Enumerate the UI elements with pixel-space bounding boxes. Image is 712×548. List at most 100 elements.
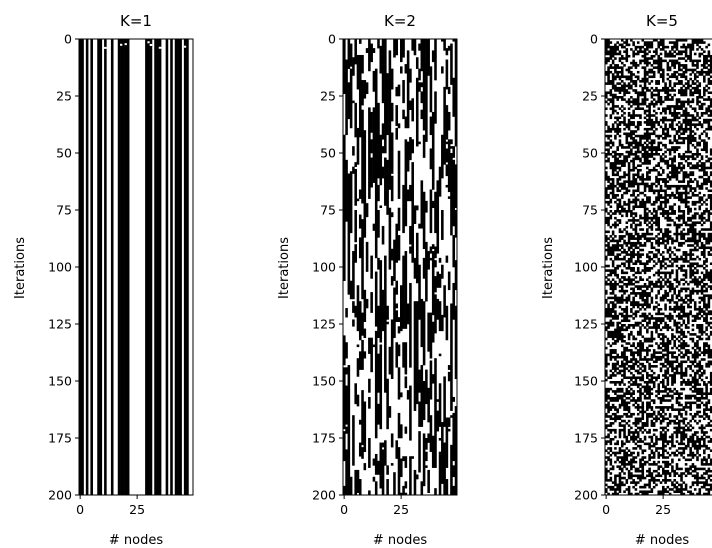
heatmap-cell bbox=[693, 221, 697, 227]
heatmap-cell bbox=[673, 319, 676, 327]
heatmap-cell bbox=[625, 132, 629, 145]
heatmap-cell bbox=[655, 80, 658, 85]
heatmap-cell bbox=[687, 401, 690, 405]
heatmap-cell bbox=[648, 184, 651, 193]
heatmap-cell bbox=[652, 98, 656, 101]
heatmap-cell bbox=[650, 399, 654, 402]
heatmap-cell bbox=[684, 463, 688, 466]
heatmap-cell bbox=[404, 116, 408, 129]
heatmap-cell bbox=[657, 472, 661, 478]
heatmap-cell bbox=[652, 360, 656, 364]
heatmap-cell bbox=[700, 358, 704, 361]
heatmap-cell bbox=[693, 419, 697, 423]
heatmap-cell bbox=[680, 392, 683, 395]
heatmap-cell bbox=[632, 431, 635, 443]
heatmap-column bbox=[147, 39, 150, 495]
heatmap-cell bbox=[618, 296, 622, 304]
heatmap-cell bbox=[639, 308, 642, 311]
heatmap-cell bbox=[659, 228, 663, 234]
heatmap-cell bbox=[691, 481, 695, 487]
heatmap-cell bbox=[666, 278, 670, 284]
heatmap-cell bbox=[657, 410, 661, 416]
heatmap-cell bbox=[646, 98, 649, 101]
heatmap-cell bbox=[668, 406, 672, 409]
heatmap-cell bbox=[618, 235, 622, 243]
heatmap-cell bbox=[618, 121, 622, 126]
heatmap-cell bbox=[705, 45, 708, 49]
heatmap-cell bbox=[650, 344, 654, 348]
heatmap-cell bbox=[650, 412, 654, 418]
heatmap-cell bbox=[664, 59, 667, 63]
heatmap-cell bbox=[397, 150, 401, 199]
heatmap-cell bbox=[680, 100, 683, 110]
heatmap-cell bbox=[627, 365, 631, 368]
heatmap-cell bbox=[677, 241, 681, 247]
heatmap-cell bbox=[671, 157, 674, 179]
heatmap-cell bbox=[607, 330, 610, 338]
heatmap-cell bbox=[616, 123, 619, 136]
heatmap-cell bbox=[611, 371, 615, 377]
heatmap-cell bbox=[395, 127, 399, 140]
heatmap-cell bbox=[620, 280, 624, 284]
heatmap-cell bbox=[682, 305, 686, 318]
heatmap-cell bbox=[700, 415, 704, 418]
heatmap-cell bbox=[618, 264, 622, 268]
heatmap-cell bbox=[652, 153, 656, 156]
heatmap-cell bbox=[618, 326, 622, 341]
heatmap-cell bbox=[698, 346, 702, 352]
heatmap-cell bbox=[611, 417, 615, 421]
heatmap-cell bbox=[703, 342, 706, 357]
heatmap-cell bbox=[691, 200, 695, 206]
heatmap-cell bbox=[609, 330, 613, 338]
heatmap-cell bbox=[634, 114, 638, 117]
panel-k5: K=5 Iterations # nodes 02550751001251501… bbox=[541, 12, 712, 548]
heatmap-cell bbox=[377, 460, 380, 475]
heatmap-cell bbox=[625, 326, 629, 332]
heatmap-cell bbox=[395, 86, 399, 97]
heatmap-cell bbox=[368, 39, 371, 72]
heatmap-cell bbox=[677, 98, 681, 104]
heatmap-cell bbox=[687, 80, 690, 90]
heatmap-cell bbox=[650, 241, 654, 250]
heatmap-cell bbox=[646, 166, 649, 170]
heatmap-cell bbox=[675, 248, 679, 252]
heatmap-cell bbox=[664, 426, 667, 430]
heatmap-cell bbox=[607, 50, 610, 56]
heatmap-cell bbox=[709, 310, 712, 316]
heatmap-cell bbox=[623, 335, 626, 338]
heatmap-cell bbox=[671, 394, 674, 400]
heatmap-cell bbox=[609, 301, 613, 304]
heatmap-cell bbox=[703, 358, 706, 361]
heatmap-cell bbox=[625, 173, 629, 177]
heatmap-cell bbox=[436, 298, 440, 320]
heatmap-cell bbox=[406, 141, 410, 172]
heatmap-cell bbox=[618, 107, 622, 110]
heatmap-cell bbox=[429, 312, 433, 359]
heatmap-cell bbox=[707, 474, 711, 480]
heatmap-cell bbox=[614, 173, 617, 177]
heatmap-cell bbox=[705, 326, 708, 332]
heatmap-cell bbox=[655, 127, 658, 131]
heatmap-cell bbox=[627, 276, 631, 286]
heatmap-cell bbox=[703, 481, 706, 489]
heatmap-cell bbox=[630, 383, 633, 386]
heatmap-cell bbox=[664, 96, 667, 101]
heatmap-cell bbox=[618, 422, 622, 427]
heatmap-cell bbox=[605, 148, 608, 152]
heatmap-cell bbox=[627, 91, 631, 95]
heatmap-cell bbox=[698, 184, 702, 190]
heatmap-cell bbox=[639, 438, 642, 443]
heatmap-cell bbox=[680, 68, 683, 72]
heatmap-cell bbox=[639, 387, 642, 402]
heatmap-cell bbox=[634, 75, 638, 79]
heatmap-cell bbox=[677, 116, 681, 120]
heatmap-column bbox=[122, 39, 125, 495]
heatmap-cell bbox=[605, 488, 608, 494]
heatmap-cell bbox=[625, 89, 629, 95]
heatmap-cell bbox=[620, 378, 624, 384]
heatmap-cell bbox=[691, 39, 695, 51]
heatmap-cell bbox=[605, 308, 608, 318]
heatmap-cell bbox=[698, 403, 702, 409]
heatmap-cell bbox=[627, 360, 631, 364]
heatmap-cell bbox=[361, 54, 364, 74]
